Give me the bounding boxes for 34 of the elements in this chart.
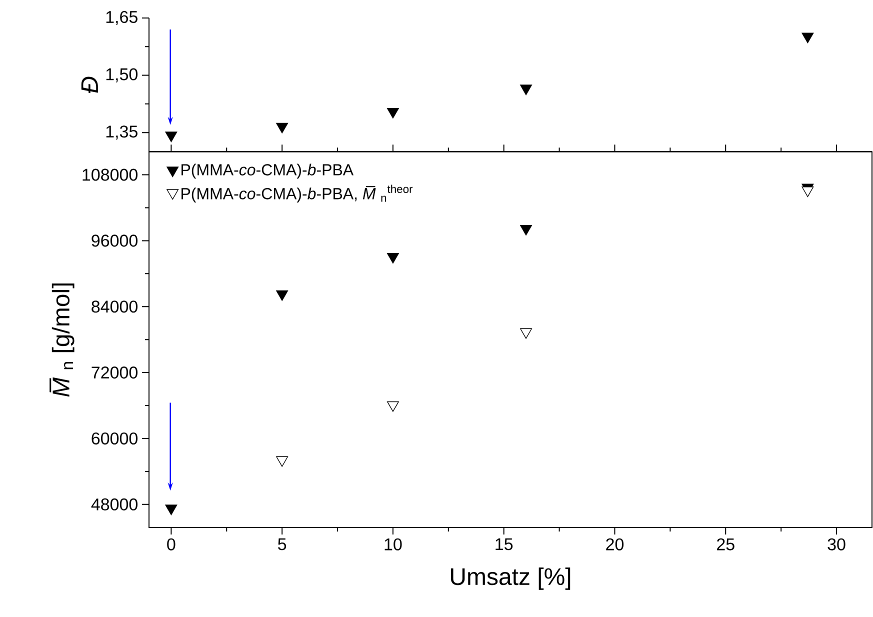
point [276, 290, 288, 301]
point [386, 401, 399, 412]
x-tick-label: 0 [167, 538, 176, 550]
y-tick-label: 72000 [92, 366, 138, 379]
point [165, 504, 178, 516]
point [276, 456, 288, 467]
point [520, 84, 532, 96]
x-tick-label: 10 [384, 538, 402, 550]
point [802, 32, 814, 44]
legend-label: P(MMA-co-CMA)-b-PBA [182, 164, 354, 179]
point [520, 225, 532, 236]
point [386, 253, 399, 264]
x-tick-label: 25 [717, 538, 734, 550]
y-tick-label: 84000 [92, 300, 138, 313]
legend-label: P(MMA-co-CMA)-b-PBA, M̅$_{n}$theor [182, 184, 413, 202]
y-tick-label: 108000 [82, 168, 138, 181]
y-tick-label: 1,65 [106, 10, 138, 26]
y-tick-label: 60000 [92, 432, 138, 445]
y-tick-label: 1,50 [106, 68, 138, 82]
x-tick-label: 30 [828, 538, 846, 550]
y-axis-title: M̅$_{n}$ [g/mol] [50, 283, 74, 397]
point [276, 122, 288, 134]
x-tick-label: 20 [606, 538, 624, 550]
x-axis-title: Umsatz [%] [451, 568, 570, 590]
point [165, 132, 178, 142]
point [386, 108, 399, 118]
point [802, 186, 814, 197]
y-axis-title: Đ [81, 76, 98, 94]
y-tick-label: 48000 [91, 498, 138, 510]
y-tick-label: 1,35 [106, 126, 138, 140]
y-tick-label: 96000 [92, 234, 138, 247]
x-tick-label: 5 [278, 538, 286, 550]
point [520, 328, 532, 339]
x-tick-label: 15 [496, 538, 513, 550]
